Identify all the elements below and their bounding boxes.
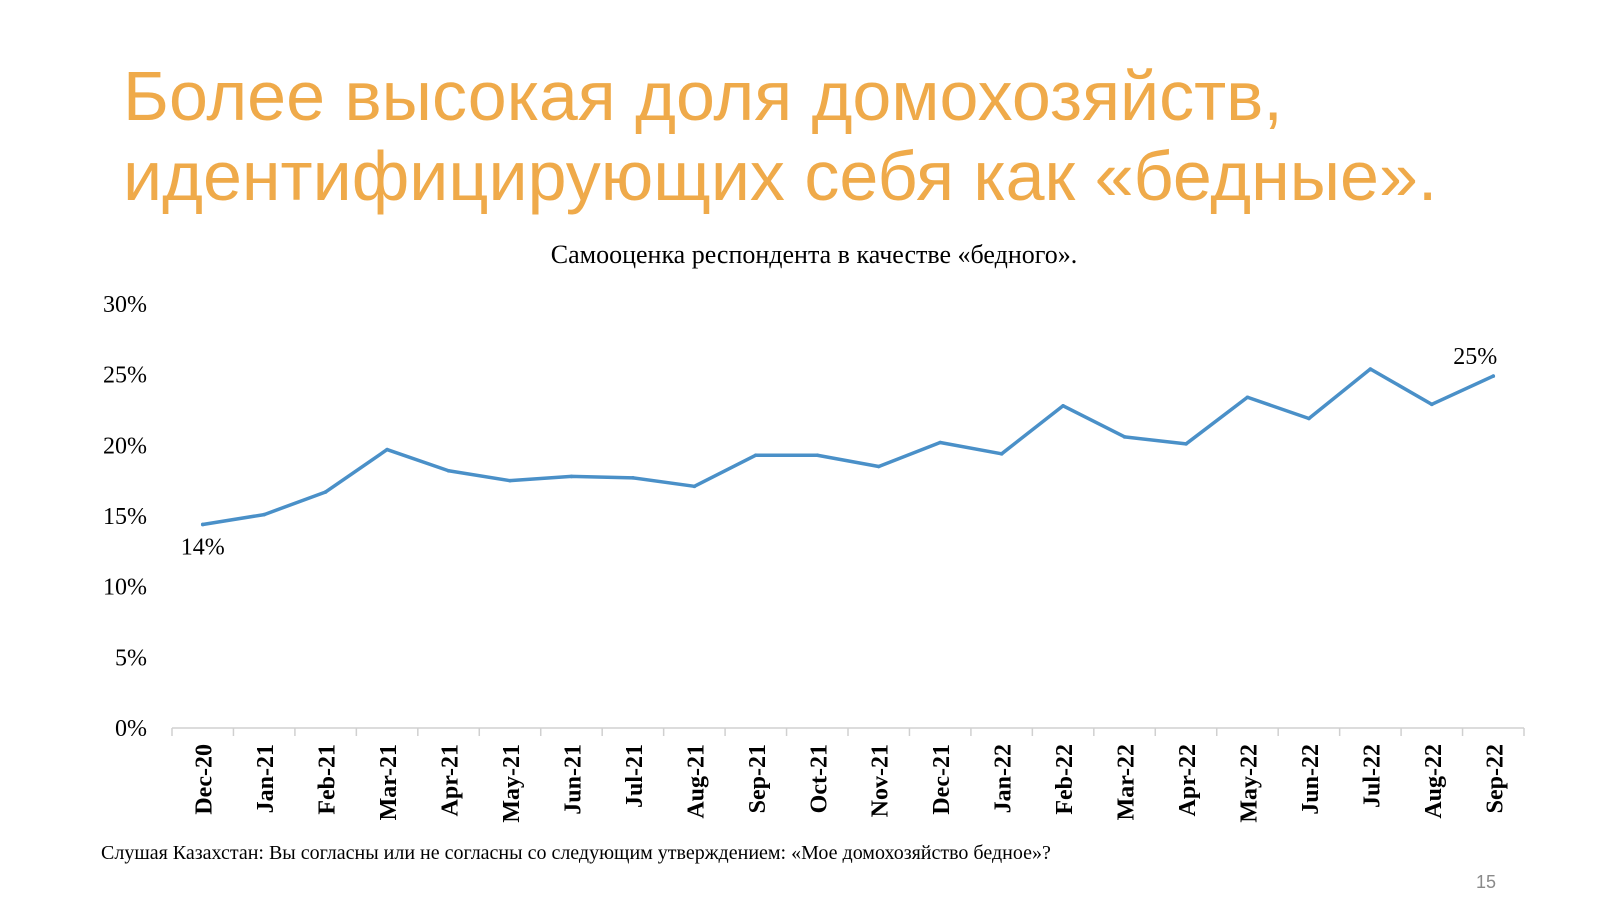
data-point [323,490,328,494]
data-point [999,452,1004,456]
data-point [1430,402,1434,407]
y-tick-label: 0% [115,716,147,742]
slide-title-line-1: Более высокая доля домохозяйств, [123,57,1283,135]
x-tick-label: Dec-20 [192,744,218,815]
x-tick-label: Nov-21 [868,744,894,817]
data-point [1184,442,1188,446]
data-point [385,447,389,452]
x-tick-label: Oct-21 [806,744,832,813]
data-point [508,478,512,483]
data-point [569,474,574,479]
x-axis: Dec-20 Jan-21 Feb-21 Mar-21 Apr-21 May-21 Jun-… [171,727,1525,823]
x-tick-label: Aug-21 [683,744,709,819]
series-group [200,367,1496,527]
x-tick-label: Sep-22 [1482,744,1508,813]
x-tick-label: Aug-22 [1421,744,1447,819]
chart-title: Самооценка респондента в качестве «бедно… [551,240,1078,269]
x-tick-label: Jan-22 [991,744,1017,813]
x-tick-label: Feb-22 [1052,744,1078,815]
x-tick-label: Dec-21 [929,744,955,815]
x-tick-label: Jul-21 [622,744,648,808]
x-tick-label: Jun-21 [560,744,586,815]
y-tick-label: 20% [103,433,147,459]
data-label: 14% [181,534,225,560]
x-tick-label: Apr-21 [438,744,464,816]
x-tick-label: Feb-21 [315,744,341,815]
data-point [200,522,205,527]
data-point [1491,374,1496,378]
footnote: Слушая Казахстан: Вы согласны или не сог… [101,842,1051,864]
x-tick-label: Mar-21 [376,744,402,820]
y-tick-label: 25% [103,363,147,389]
x-tick-label: Jan-21 [253,744,279,813]
data-point [1245,395,1250,400]
data-point [815,453,820,458]
series-line-0 [200,367,1496,527]
data-labels: 14% 25% [181,344,1498,560]
data-point [1061,403,1065,408]
slide-title: Более высокая доля домохозяйств, идентиф… [123,56,1523,216]
y-tick-label: 30% [103,292,147,318]
data-point [1368,367,1373,371]
y-tick-label: 10% [103,575,147,601]
y-axis: 0% 5% 10% 15% 20% 25% 30% [103,292,147,742]
slide-title-line-2: идентифицирующих себя как «бедные». [123,137,1438,215]
data-point [876,464,881,469]
x-tick-label: May-21 [499,744,525,823]
data-point [754,453,758,458]
data-point [262,512,266,517]
x-tick-label: Jun-22 [1298,744,1324,815]
x-tick-label: Mar-22 [1114,744,1140,820]
y-tick-label: 15% [103,504,147,530]
page-number: 15 [1475,872,1496,892]
data-label: 25% [1453,344,1497,370]
data-point [692,484,697,489]
y-tick-label: 5% [115,645,147,671]
data-point [446,468,451,473]
data-point [1122,435,1127,439]
x-tick-label: Sep-21 [745,744,771,813]
x-tick-label: Jul-22 [1359,744,1385,808]
x-tick-label: May-22 [1236,744,1262,823]
x-tick-label: Apr-22 [1175,744,1201,816]
data-point [1307,416,1311,421]
data-point [631,476,635,480]
data-point [938,440,942,445]
